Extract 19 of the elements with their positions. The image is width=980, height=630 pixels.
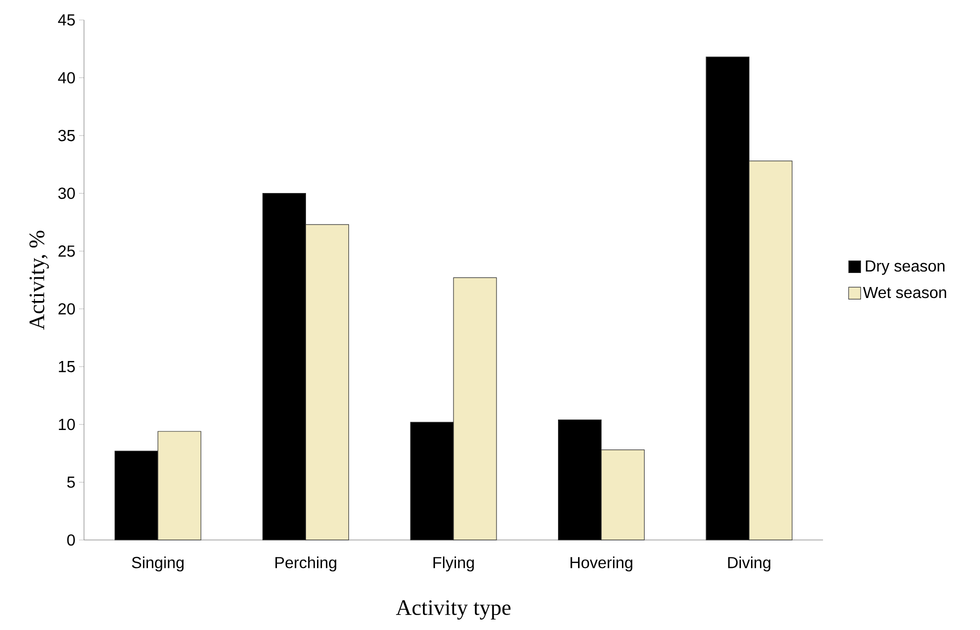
x-axis-title: Activity type	[396, 600, 510, 620]
legend-label: Dry season	[866, 260, 944, 275]
x-tick-label: Diving	[728, 556, 770, 572]
y-tick-label: 5	[67, 476, 75, 488]
y-tick-label: 10	[58, 418, 75, 430]
y-tick-label: 15	[58, 361, 75, 372]
y-tick-label: 40	[58, 72, 75, 84]
x-tick-label: Perching	[275, 556, 336, 572]
y-tick-label: 35	[58, 130, 75, 142]
y-tick-label: 0	[67, 534, 75, 546]
y-tick-label: 25	[58, 245, 75, 257]
y-tick-label: 45	[58, 14, 75, 26]
x-tick-label: Flying	[433, 556, 474, 572]
x-tick-label: Hovering	[570, 556, 632, 572]
y-axis-title: Activity, %	[29, 230, 49, 330]
y-tick-label: 20	[58, 303, 75, 315]
legend-label: Wet season	[863, 286, 946, 298]
y-tick-label: 30	[58, 188, 75, 199]
x-tick-label: Singing	[132, 556, 184, 572]
